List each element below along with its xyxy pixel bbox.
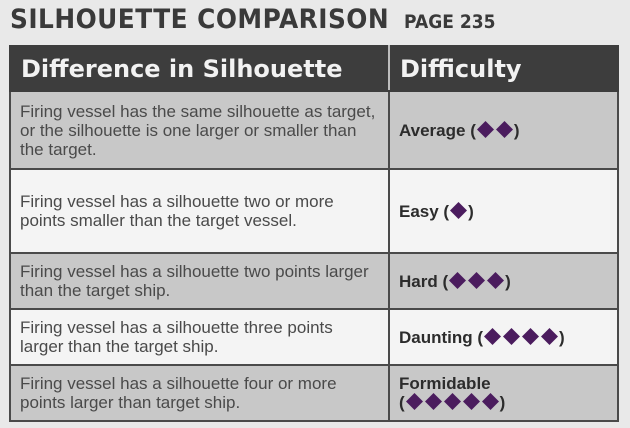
difficulty-cell: Average ()	[388, 90, 619, 170]
purple-diamond-difficulty-die-icon	[495, 120, 513, 138]
column-header-difficulty: Difficulty	[388, 45, 619, 92]
difficulty-cell: Hard ()	[388, 252, 619, 310]
table-row: Firing vessel has the same silhouette as…	[9, 90, 619, 170]
difficulty-dice	[449, 201, 468, 219]
table-row: Firing vessel has a silhouette four or m…	[9, 364, 619, 422]
difficulty-dice	[448, 271, 505, 289]
purple-diamond-difficulty-die-icon	[522, 327, 540, 345]
table-row: Firing vessel has a silhouette two point…	[9, 252, 619, 310]
purple-diamond-difficulty-die-icon	[405, 393, 423, 410]
purple-diamond-difficulty-die-icon	[424, 393, 442, 410]
difficulty-dice	[476, 120, 514, 138]
condition-cell: Firing vessel has the same silhouette as…	[9, 90, 390, 170]
difficulty-label: Hard	[399, 271, 438, 291]
difficulty-dice	[405, 393, 500, 410]
purple-diamond-difficulty-die-icon	[450, 201, 468, 219]
purple-diamond-difficulty-die-icon	[462, 393, 480, 410]
condition-cell: Firing vessel has a silhouette three poi…	[9, 308, 390, 366]
difficulty-label: Easy	[399, 201, 439, 221]
table-title: SILHOUETTE COMPARISON	[10, 4, 390, 35]
difficulty-label: Daunting	[399, 327, 473, 347]
table-heading: SILHOUETTE COMPARISON PAGE 235	[10, 4, 506, 44]
table-header-row: Difference in Silhouette Difficulty	[9, 45, 619, 92]
purple-diamond-difficulty-die-icon	[481, 393, 499, 410]
difficulty-cell: Easy ()	[388, 168, 619, 254]
purple-diamond-difficulty-die-icon	[443, 393, 461, 410]
column-header-difference: Difference in Silhouette	[9, 45, 390, 92]
page-reference: PAGE 235	[404, 11, 496, 33]
difficulty-label: Formidable	[399, 374, 491, 393]
table-row: Firing vessel has a silhouette two or mo…	[9, 168, 619, 254]
purple-diamond-difficulty-die-icon	[476, 120, 494, 138]
purple-diamond-difficulty-die-icon	[468, 271, 486, 289]
silhouette-comparison-table: Difference in Silhouette Difficulty Firi…	[9, 45, 619, 422]
purple-diamond-difficulty-die-icon	[487, 271, 505, 289]
difficulty-dice	[483, 327, 559, 345]
difficulty-cell: Daunting ()	[388, 308, 619, 366]
difficulty-cell: Formidable ()	[388, 364, 619, 422]
condition-cell: Firing vessel has a silhouette four or m…	[9, 364, 390, 422]
table-row: Firing vessel has a silhouette three poi…	[9, 308, 619, 366]
difficulty-label: Average	[399, 120, 466, 140]
condition-cell: Firing vessel has a silhouette two point…	[9, 252, 390, 310]
purple-diamond-difficulty-die-icon	[541, 327, 559, 345]
purple-diamond-difficulty-die-icon	[484, 327, 502, 345]
condition-cell: Firing vessel has a silhouette two or mo…	[9, 168, 390, 254]
purple-diamond-difficulty-die-icon	[503, 327, 521, 345]
purple-diamond-difficulty-die-icon	[449, 271, 467, 289]
